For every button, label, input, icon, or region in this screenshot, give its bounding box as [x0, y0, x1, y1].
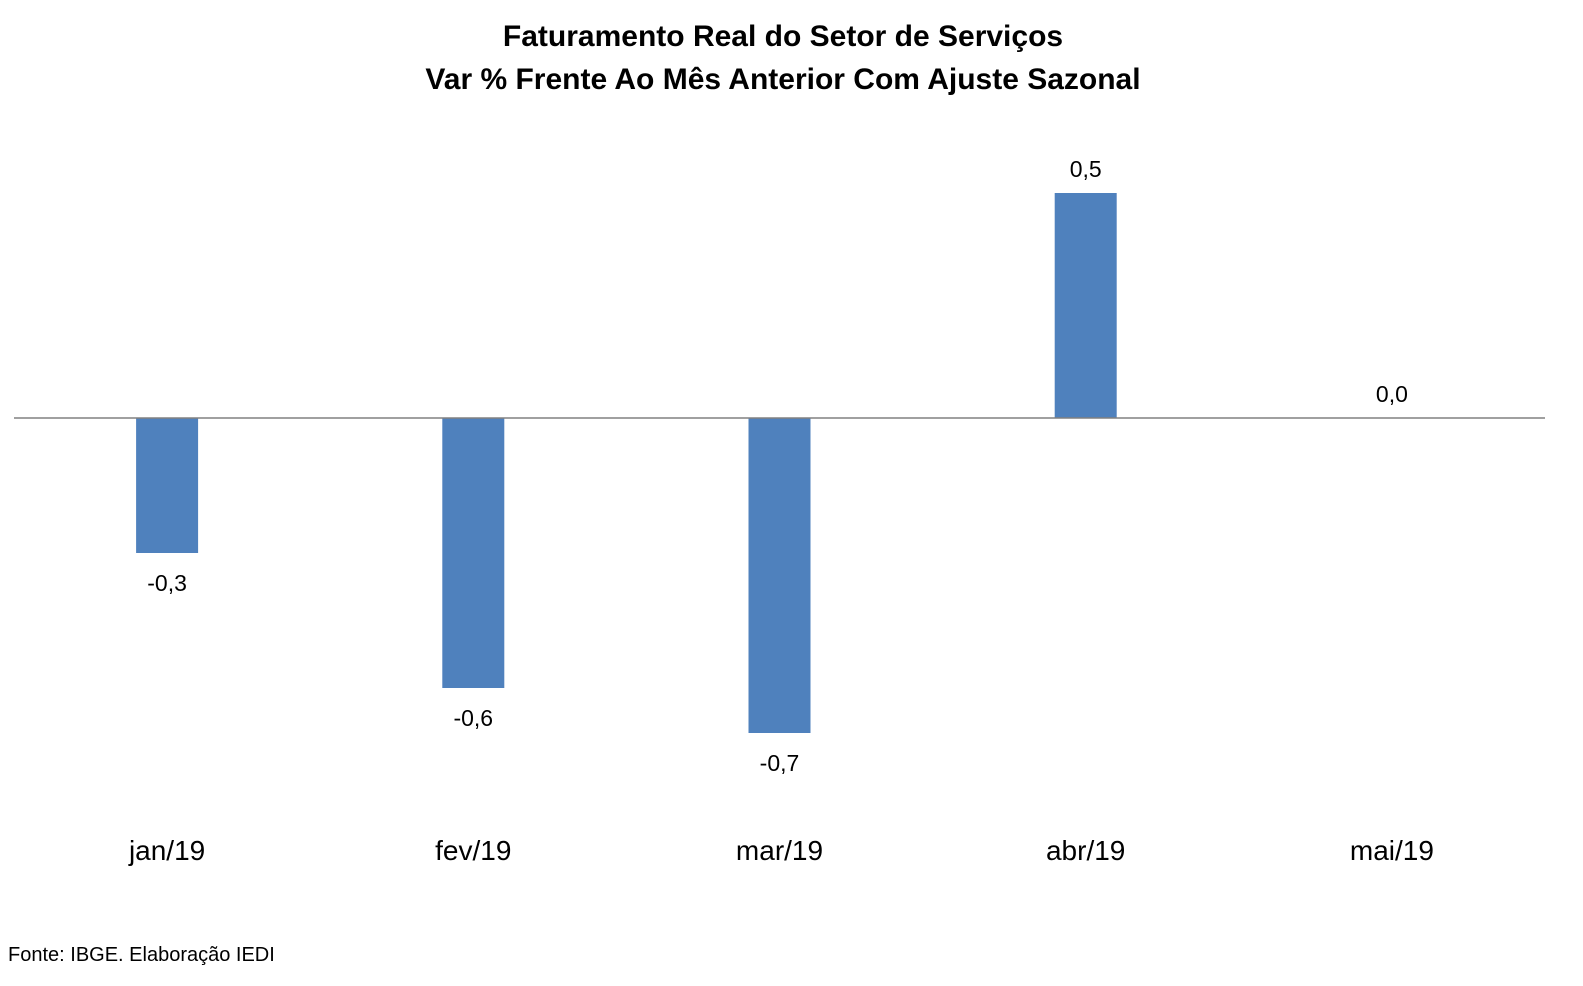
x-tick-label: jan/19	[128, 835, 205, 866]
bar-mar-19	[748, 418, 811, 733]
bar-fev-19	[442, 418, 505, 688]
chart-title: Faturamento Real do Setor de Serviços	[502, 20, 1064, 53]
data-label: -0,6	[453, 705, 493, 731]
data-label: 0,0	[1376, 381, 1408, 407]
chart-subtitle: Var % Frente Ao Mês Anterior Com Ajuste …	[425, 63, 1141, 96]
x-tick-label: abr/19	[1046, 835, 1125, 866]
x-tick-label: mar/19	[736, 835, 823, 866]
x-tick-label: mai/19	[1350, 835, 1434, 866]
data-label: -0,3	[147, 570, 187, 596]
source-note: Fonte: IBGE. Elaboração IEDI	[8, 944, 275, 966]
data-label: -0,7	[760, 750, 800, 776]
data-label: 0,5	[1070, 156, 1102, 182]
bar-abr-19	[1054, 193, 1117, 418]
x-tick-label: fev/19	[435, 835, 511, 866]
bar-jan-19	[136, 418, 199, 553]
